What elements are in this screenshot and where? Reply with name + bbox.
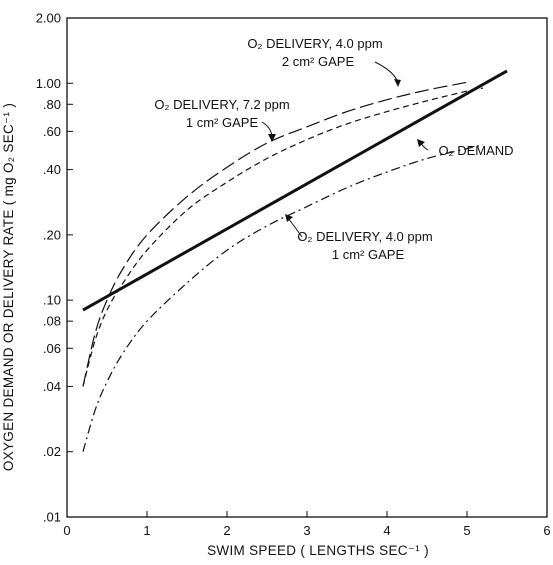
y-tick-label: .06 — [43, 341, 61, 356]
y-tick-label: .40 — [43, 162, 61, 177]
x-tick-label: 3 — [303, 523, 310, 538]
x-tick-label: 1 — [143, 523, 150, 538]
o2-delivery-4ppm-1cm-line — [82, 144, 484, 452]
o2-delivery-4ppm-2cm-line — [82, 81, 468, 387]
y-tick-label: .60 — [43, 124, 61, 139]
leader-delivery-4ppm-1cm — [287, 217, 303, 238]
arrowhead-delivery-7ppm-1cm — [268, 134, 276, 142]
y-axis-title: OXYGEN DEMAND OR DELIVERY RATE ( mg O₂ S… — [1, 103, 16, 471]
plot-area-border — [66, 17, 548, 518]
x-tick-label: 0 — [63, 523, 70, 538]
y-tick-label: .04 — [43, 379, 61, 394]
y-tick-label: .08 — [43, 314, 61, 329]
y-tick-label: .01 — [43, 510, 61, 525]
y-tick-label: .20 — [43, 227, 61, 242]
plot-frame — [66, 17, 548, 518]
x-tick-label: 5 — [463, 523, 470, 538]
annotation-delivery-7ppm-1cm-line2: 1 cm² GAPE — [186, 115, 259, 130]
annotation-demand: O₂ DEMAND — [438, 143, 513, 158]
y-tick-label: .80 — [43, 97, 61, 112]
annotation-delivery-4ppm-1cm-line2: 1 cm² GAPE — [332, 247, 405, 262]
arrowhead-delivery-4ppm-2cm — [394, 79, 401, 87]
ticks-layer: 0 1 2 3 4 5 6 2.00 1.00 .80 .60 .40 .20 .10 .08 .06 .04.… — [36, 11, 551, 539]
x-tick-label: 4 — [383, 523, 390, 538]
annotation-arrowheads — [268, 79, 425, 222]
x-tick-label: 2 — [223, 523, 230, 538]
x-axis-title: SWIM SPEED ( LENGTHS SEC⁻¹ ) — [207, 543, 429, 558]
y-tick-label: .02 — [43, 444, 61, 459]
series-layer — [82, 69, 508, 452]
arrowhead-demand — [417, 139, 425, 147]
annotation-delivery-4ppm-2cm-line1: O₂ DELIVERY, 4.0 ppm — [247, 36, 382, 51]
annotation-leaders — [261, 61, 429, 238]
o2-demand-line — [82, 69, 508, 312]
annotation-delivery-7ppm-1cm-line1: O₂ DELIVERY, 7.2 ppm — [154, 97, 289, 112]
annotation-delivery-4ppm-1cm-line1: O₂ DELIVERY, 4.0 ppm — [297, 229, 432, 244]
y-tick-label: 1.00 — [36, 76, 61, 91]
y-tick-label: .10 — [43, 293, 61, 308]
x-tick-label: 6 — [543, 523, 550, 538]
annotation-delivery-4ppm-2cm-line2: 2 cm² GAPE — [282, 54, 355, 69]
o2-delivery-7ppm-1cm-line — [82, 87, 484, 387]
arrowhead-delivery-4ppm-1cm — [285, 214, 293, 222]
y-tick-label: 2.00 — [36, 11, 61, 26]
